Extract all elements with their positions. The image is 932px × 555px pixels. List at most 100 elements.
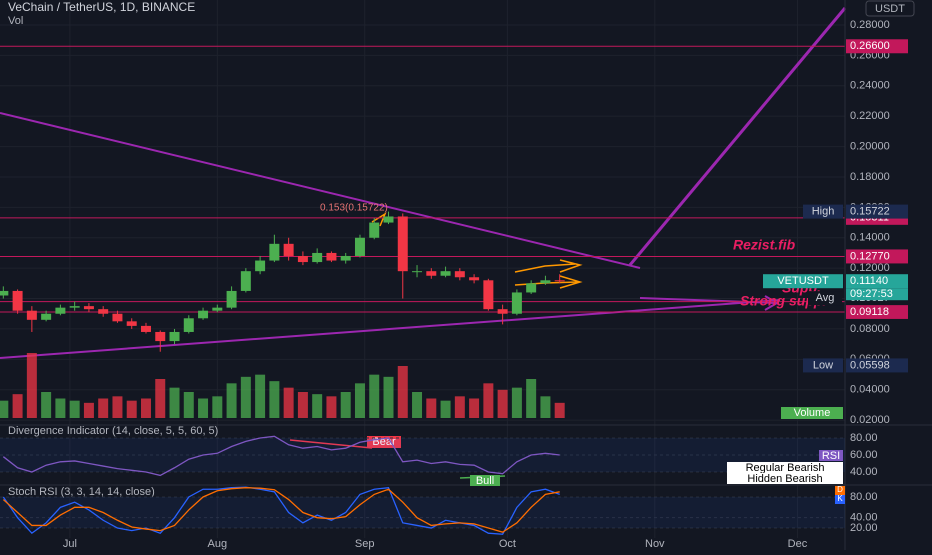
- stoch-title: Stoch RSI (3, 3, 14, 14, close): [8, 486, 155, 498]
- rsi-legend: RSI: [822, 450, 840, 462]
- currency: USDT: [875, 3, 905, 15]
- candle-body: [155, 331, 166, 342]
- candle-body: [83, 306, 94, 310]
- volume-bar: [369, 374, 380, 418]
- y-tick-label: 0.04000: [850, 384, 890, 396]
- rsi-legend-box: [819, 450, 843, 461]
- y-tick-label: 0.28000: [850, 19, 890, 31]
- y-tick-label: 40.00: [850, 512, 878, 524]
- y-tick-label: 0.08000: [850, 323, 890, 335]
- rsi-title: Divergence Indicator (14, close, 5, 5, 6…: [8, 425, 218, 437]
- volume-bar: [283, 387, 294, 418]
- tag-name: Low: [813, 359, 833, 371]
- volume-bar: [12, 394, 23, 418]
- volume-bar: [540, 396, 551, 418]
- level-label: 0.09118: [850, 306, 889, 318]
- legend-label: D: [837, 485, 843, 494]
- volume-bar: [326, 396, 337, 418]
- candle-body: [554, 280, 565, 282]
- candle-body: [98, 309, 109, 314]
- tag-name-box: [763, 274, 843, 289]
- volume-bar: [0, 400, 9, 418]
- pattern: [559, 259, 583, 273]
- candle-body: [240, 271, 251, 291]
- volume-bar: [83, 402, 94, 418]
- y-tick-label: 0.02000: [850, 414, 890, 426]
- candle-body: [69, 306, 80, 308]
- level-label: 0.12770: [850, 250, 890, 262]
- trend-line: [0, 112, 641, 269]
- candle-body: [212, 307, 223, 311]
- annotation: 0.153(0.15722): [320, 203, 388, 214]
- tag-value-box: [846, 358, 908, 373]
- level-label: 0.26600: [850, 40, 890, 52]
- indicator-line: [2, 487, 560, 533]
- bear-divergence: [289, 439, 373, 449]
- rsi-legend-box: [727, 473, 843, 484]
- candle-body: [283, 243, 294, 256]
- annotation: Strong supp.: [740, 293, 826, 309]
- volume-bar: [98, 398, 109, 418]
- volume-bar: [183, 392, 194, 418]
- candle-body: [55, 307, 66, 314]
- volume-bar: [469, 398, 480, 418]
- plot: [0, 45, 845, 418]
- volume-bar: [526, 379, 537, 418]
- y-tick-label: 80.00: [850, 491, 878, 503]
- currency-box: [865, 0, 915, 17]
- annotation: Rezist.fib: [733, 237, 796, 253]
- tag-name: Avg: [816, 292, 835, 304]
- y-tick-label: 0.18000: [850, 171, 890, 183]
- trend-line: [0, 299, 781, 359]
- candle-body: [511, 292, 522, 314]
- candle-body: [469, 277, 480, 281]
- volume-bar: [269, 381, 280, 418]
- pattern: [371, 212, 387, 227]
- tag-value-box: [846, 274, 908, 289]
- x-tick-label: Jul: [63, 538, 77, 550]
- tag-value-box: [846, 204, 908, 219]
- bull-label: Bull: [476, 475, 494, 487]
- candle-body: [326, 252, 337, 261]
- y-tick-label: 60.00: [850, 449, 878, 461]
- candle-body: [126, 321, 137, 326]
- volume-bar: [255, 374, 266, 418]
- pattern: [514, 263, 576, 273]
- x-tick-label: Sep: [355, 538, 375, 550]
- candle-body: [440, 271, 451, 276]
- candle-body: [369, 222, 380, 238]
- candle-body: [41, 313, 52, 320]
- volume-bar: [497, 389, 508, 418]
- volume-bar: [240, 376, 251, 418]
- volume-bar: [340, 392, 351, 418]
- tag-name: VETUSDT: [777, 275, 829, 287]
- volume-bar: [26, 353, 37, 418]
- legend-box: [835, 486, 845, 495]
- candle-body: [383, 216, 394, 223]
- y-tick-label: 80.00: [850, 432, 878, 444]
- volume-bar: [198, 398, 209, 418]
- volume-bar: [412, 392, 423, 418]
- candle-body: [140, 325, 151, 332]
- tag-name-box: [803, 204, 843, 219]
- y-tick-label: 0.20000: [850, 140, 890, 152]
- candle-body: [354, 237, 365, 256]
- candle-body: [112, 313, 123, 322]
- x-tick-label: Oct: [499, 538, 516, 550]
- volume-bar: [312, 394, 323, 418]
- level-tag: [846, 304, 908, 319]
- x-tick-label: Nov: [645, 538, 665, 550]
- level-tag: [846, 39, 908, 54]
- pattern: [559, 275, 583, 289]
- stoch-band: [0, 496, 845, 529]
- tag-value: 0.11140: [850, 275, 888, 287]
- candle-body: [226, 290, 237, 308]
- y-tick-label: 0.24000: [850, 80, 890, 92]
- rsi-legend-box: [727, 462, 843, 473]
- grid: [0, 0, 845, 538]
- candle-body: [454, 271, 465, 278]
- candle-body: [426, 271, 437, 276]
- chart-title: VeChain / TetherUS, 1D, BINANCE: [8, 0, 195, 14]
- volume-title: Vol: [8, 15, 23, 27]
